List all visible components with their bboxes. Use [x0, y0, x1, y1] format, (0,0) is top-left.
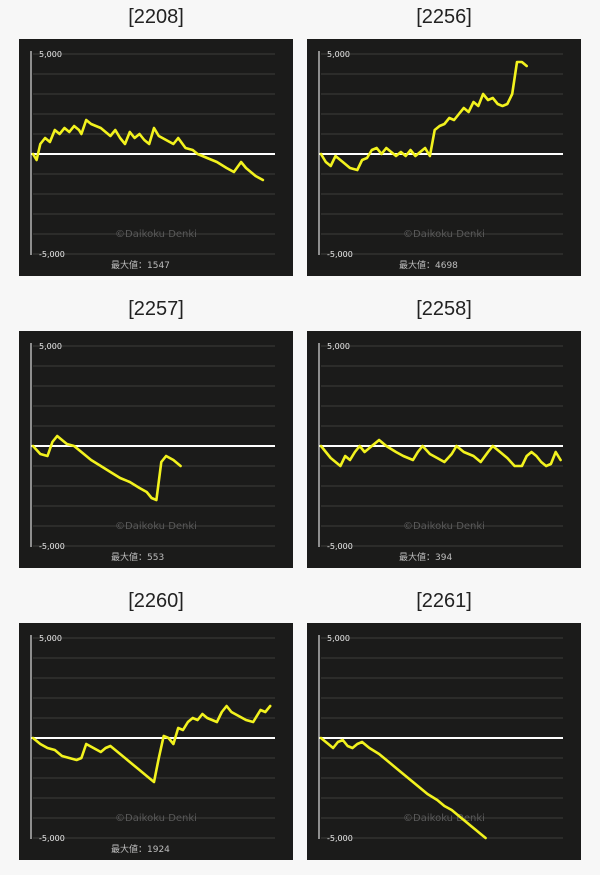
- watermark-text: ©Daikoku Denki: [115, 521, 197, 532]
- series-line: [31, 434, 182, 502]
- y-tick-label: 5,000: [327, 342, 350, 351]
- max-value-label: 最大値：1547: [111, 259, 170, 271]
- chart-panel: 5,000 -5,000 ©Daikoku Denki 最大値：4698: [307, 39, 581, 276]
- chart-panel: 5,000 -5,000 ©Daikoku Denki: [307, 623, 581, 860]
- y-tick-label: -5,000: [39, 542, 65, 551]
- y-tick-label: -5,000: [327, 250, 353, 259]
- series-line: [319, 60, 528, 172]
- chart-svg: 5,000 -5,000 ©Daikoku Denki 最大値：553: [30, 342, 275, 563]
- y-tick-label: 5,000: [39, 50, 62, 59]
- chart-panel: 5,000 -5,000 ©Daikoku Denki 最大値：553: [19, 331, 293, 568]
- chart-svg: 5,000 -5,000 ©Daikoku Denki: [318, 634, 563, 843]
- y-tick-label: 5,000: [39, 342, 62, 351]
- y-tick-label: -5,000: [327, 834, 353, 843]
- chart-card: [2261] 5,000 -5,000 ©Daikoku Denki: [307, 590, 581, 862]
- series-line: [31, 118, 265, 182]
- chart-svg: 5,000 -5,000 ©Daikoku Denki 最大値：1547: [30, 50, 275, 271]
- y-tick-label: 5,000: [39, 634, 62, 643]
- chart-card: [2260] 5,000 -5,000 ©Daikoku Denki 最大値：1924: [19, 590, 293, 862]
- watermark-text: ©Daikoku Denki: [403, 521, 485, 532]
- chart-card: [2256] 5,000 -5,000 ©Daikoku Denki 最大値：4698: [307, 6, 581, 278]
- chart-title: [2208]: [128, 6, 184, 28]
- series-line: [31, 704, 272, 784]
- watermark-text: ©Daikoku Denki: [115, 229, 197, 240]
- y-tick-label: 5,000: [327, 634, 350, 643]
- max-value-label: 最大値：1924: [111, 843, 170, 855]
- y-tick-label: -5,000: [39, 834, 65, 843]
- y-tick-label: -5,000: [327, 542, 353, 551]
- watermark-text: ©Daikoku Denki: [403, 229, 485, 240]
- chart-card: [2257] 5,000 -5,000 ©Daikoku Denki 最大値：553: [19, 298, 293, 570]
- chart-panel: 5,000 -5,000 ©Daikoku Denki 最大値：394: [307, 331, 581, 568]
- y-tick-label: 5,000: [327, 50, 350, 59]
- chart-svg: 5,000 -5,000 ©Daikoku Denki 最大値：1924: [30, 634, 275, 855]
- chart-panel: 5,000 -5,000 ©Daikoku Denki 最大値：1547: [19, 39, 293, 276]
- chart-title: [2261]: [416, 590, 472, 612]
- series-line: [319, 736, 487, 840]
- chart-title: [2256]: [416, 6, 472, 28]
- watermark-text: ©Daikoku Denki: [403, 813, 485, 824]
- series-line: [319, 438, 562, 468]
- chart-title: [2257]: [128, 298, 184, 320]
- chart-svg: 5,000 -5,000 ©Daikoku Denki 最大値：4698: [318, 50, 563, 271]
- y-tick-label: -5,000: [39, 250, 65, 259]
- chart-panel: 5,000 -5,000 ©Daikoku Denki 最大値：1924: [19, 623, 293, 860]
- max-value-label: 最大値：394: [399, 551, 452, 563]
- chart-title: [2258]: [416, 298, 472, 320]
- watermark-text: ©Daikoku Denki: [115, 813, 197, 824]
- chart-svg: 5,000 -5,000 ©Daikoku Denki 最大値：394: [318, 342, 563, 563]
- chart-card: [2258] 5,000 -5,000 ©Daikoku Denki 最大値：394: [307, 298, 581, 570]
- chart-title: [2260]: [128, 590, 184, 612]
- max-value-label: 最大値：553: [111, 551, 164, 563]
- chart-card: [2208] 5,000 -5,000 ©Daikoku Denki 最大値：1547: [19, 6, 293, 278]
- max-value-label: 最大値：4698: [399, 259, 458, 271]
